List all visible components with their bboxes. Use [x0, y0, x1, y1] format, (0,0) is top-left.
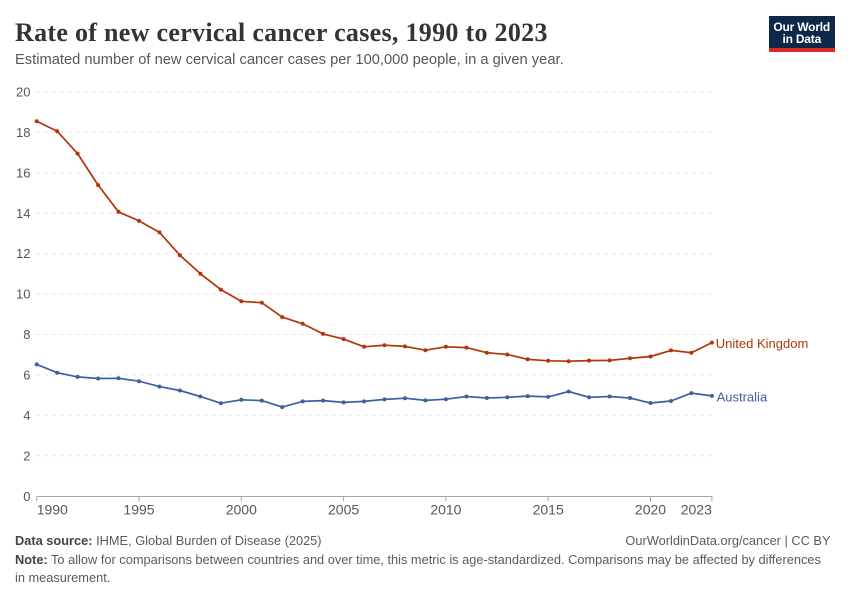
svg-text:6: 6: [23, 368, 30, 383]
svg-text:Australia: Australia: [717, 389, 768, 404]
svg-text:2020: 2020: [635, 502, 666, 518]
svg-text:2010: 2010: [430, 502, 461, 518]
svg-text:1995: 1995: [123, 502, 154, 518]
svg-text:14: 14: [16, 206, 30, 221]
svg-text:4: 4: [23, 408, 30, 423]
svg-text:10: 10: [16, 287, 30, 302]
svg-text:2015: 2015: [533, 502, 564, 518]
svg-text:12: 12: [16, 246, 30, 261]
svg-text:2: 2: [23, 448, 30, 463]
svg-text:0: 0: [23, 489, 30, 504]
svg-text:16: 16: [16, 165, 30, 180]
svg-text:2005: 2005: [328, 502, 359, 518]
svg-text:20: 20: [16, 85, 30, 100]
svg-text:United Kingdom: United Kingdom: [716, 336, 809, 351]
svg-text:2023: 2023: [681, 502, 712, 518]
svg-text:18: 18: [16, 125, 30, 140]
svg-text:8: 8: [23, 327, 30, 342]
svg-text:2000: 2000: [226, 502, 257, 518]
svg-text:1990: 1990: [37, 502, 68, 518]
